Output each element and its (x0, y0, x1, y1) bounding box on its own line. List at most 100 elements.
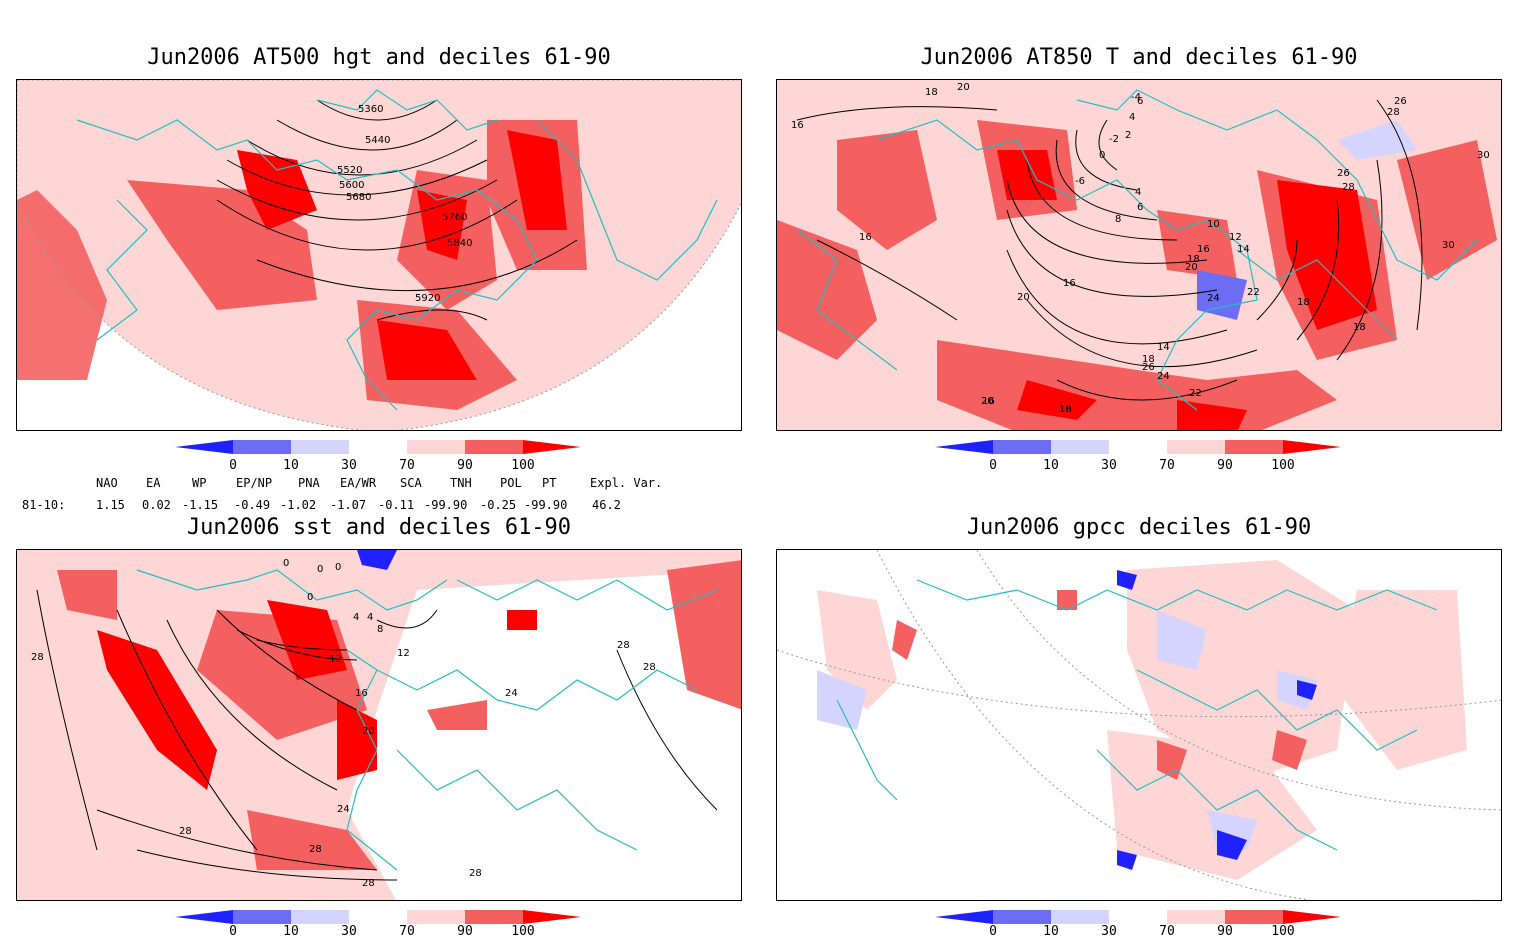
index-value: -1.07 (330, 498, 367, 512)
contour-label: 6 (1137, 202, 1143, 213)
panel-title-hgt: Jun2006 AT500 hgt and deciles 61-90 (147, 45, 611, 70)
contour-label: 12 (329, 654, 342, 665)
colorbar-svg (175, 910, 581, 924)
colorbar-tick-label: 70 (1159, 924, 1175, 939)
colorbar-segment (175, 910, 233, 924)
contour-label: 16 (859, 232, 872, 243)
colorbar-segment (1051, 910, 1109, 924)
t850-map-svg: 18 20 16 6 4 2 0 -2 -4 -6 4 6 8 10 12 14… (777, 80, 1501, 430)
contour-label: 30 (1477, 150, 1490, 161)
contour-label: 4 (367, 612, 373, 623)
contour-label: 28 (617, 640, 630, 651)
colorbar-segment (349, 440, 407, 454)
colorbar-tick-label: 90 (1217, 924, 1233, 939)
colorbar-tick-label: 30 (1101, 924, 1117, 939)
contour-label: 24 (337, 804, 350, 815)
contour-label: 2 (1125, 130, 1131, 141)
index-header: Expl. Var. (590, 476, 663, 490)
contour-label: 5680 (346, 192, 371, 203)
colorbar-tick-label: 0 (229, 458, 237, 473)
contour-label: 22 (1189, 388, 1202, 399)
colorbar-segment (1051, 440, 1109, 454)
colorbar-segment (233, 440, 291, 454)
contour-label: 28 (469, 868, 482, 879)
contour-label: 12 (397, 648, 410, 659)
index-header: EA/WR (340, 476, 377, 490)
colorbar-segment (1109, 910, 1167, 924)
index-value: -99.90 (524, 498, 568, 512)
index-header: PNA (298, 476, 320, 490)
contour-label: 5840 (447, 238, 472, 249)
colorbar-segment (407, 440, 465, 454)
index-value: -0.49 (234, 498, 271, 512)
index-header: SCA (400, 476, 422, 490)
colorbar-tick-label: 10 (1043, 924, 1059, 939)
colorbar-tick-label: 0 (229, 924, 237, 939)
panel-title-gpcc: Jun2006 gpcc deciles 61-90 (966, 515, 1312, 540)
contour-label: 4 (353, 612, 359, 623)
colorbar-tick-label: 100 (511, 924, 535, 939)
contour-label: 24 (505, 688, 518, 699)
colorbar-svg (935, 440, 1341, 454)
colorbar-segment (349, 910, 407, 924)
colorbar-gpcc: 0 10 30 70 90 100 (935, 910, 1355, 946)
contour-label: 18 (1059, 404, 1072, 415)
colorbar-segment (993, 440, 1051, 454)
contour-label: 5920 (415, 293, 440, 304)
contour-label: 0 (1099, 150, 1105, 161)
contour-label: 28 (643, 662, 656, 673)
colorbar-segment (1225, 440, 1283, 454)
contour-label: -2 (1109, 134, 1119, 145)
index-value: -0.11 (378, 498, 415, 512)
contour-label: 18 (1297, 297, 1310, 308)
contour-label: 24 (1207, 293, 1220, 304)
colorbar-segment (291, 440, 349, 454)
contour-label: 10 (1207, 219, 1220, 230)
contour-label: 20 (1185, 262, 1198, 273)
contour-label: 26 (1142, 362, 1155, 373)
colorbar-segment (1283, 910, 1341, 924)
contour-label: 5520 (337, 165, 362, 176)
contour-label: 26 (1337, 168, 1350, 179)
colorbar-tick-label: 30 (1101, 458, 1117, 473)
index-header: EA (146, 476, 161, 490)
contour-label: 28 (179, 826, 192, 837)
index-row-label: 81-10: (22, 498, 66, 512)
contour-label: 26 (1394, 96, 1407, 107)
colorbar-tick-label: 0 (989, 924, 997, 939)
colorbar-tick-label: 10 (1043, 458, 1059, 473)
colorbar-segment (1109, 440, 1167, 454)
contour-label: 20 (1017, 292, 1030, 303)
map-panel-t850: 18 20 16 6 4 2 0 -2 -4 -6 4 6 8 10 12 14… (776, 79, 1502, 431)
contour-label: 22 (1247, 287, 1260, 298)
colorbar-segment (993, 910, 1051, 924)
map-panel-sst: 0 0 0 4 4 8 12 12 16 20 24 28 28 28 24 2… (16, 549, 742, 901)
panel-title-sst: Jun2006 sst and deciles 61-90 (186, 515, 572, 540)
contour-label: 16 (1059, 404, 1072, 415)
colorbar-tick-label: 70 (399, 458, 415, 473)
contour-label: -4 (1131, 92, 1141, 103)
index-header: NAO (96, 476, 118, 490)
index-value: 0.02 (142, 498, 171, 512)
contour-label: 18 (1187, 254, 1200, 265)
contour-label: 28 (31, 652, 44, 663)
contour-label: 28 (362, 878, 375, 889)
index-value: 46.2 (592, 498, 621, 512)
colorbar-sst: 0 10 30 70 90 100 (175, 910, 595, 946)
colorbar-tick-label: 30 (341, 458, 357, 473)
contour-label: 8 (377, 624, 383, 635)
index-header: PT (542, 476, 557, 490)
contour-label: 20 (362, 726, 375, 737)
colorbar-segment (1167, 440, 1225, 454)
colorbar-segment (291, 910, 349, 924)
colorbar-tick-label: 0 (989, 458, 997, 473)
index-value: 1.15 (96, 498, 125, 512)
colorbar-segment (1283, 440, 1341, 454)
colorbar-segment (465, 910, 523, 924)
contour-label: 16 (982, 396, 995, 407)
contour-label: 14 (1157, 342, 1170, 353)
colorbar-tick-label: 70 (1159, 458, 1175, 473)
contour-label: 0 (283, 558, 289, 569)
colorbar-t850: 0 10 30 70 90 100 (935, 440, 1355, 476)
contour-label: 4 (1129, 112, 1135, 123)
